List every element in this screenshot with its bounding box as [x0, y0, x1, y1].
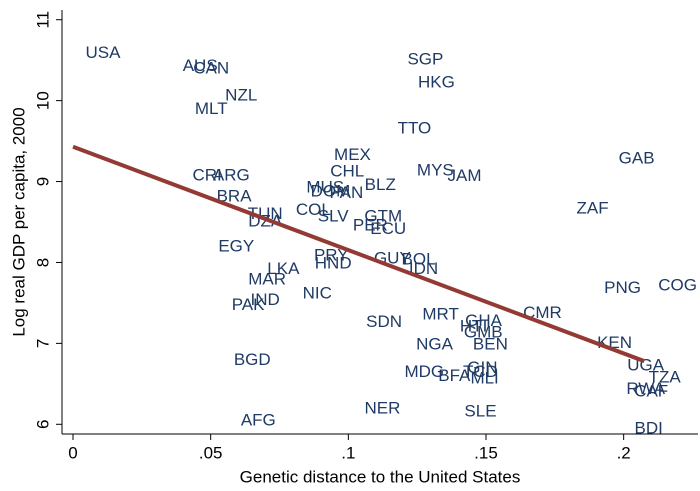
country-label: CAF [634, 381, 668, 400]
country-label: HKG [418, 72, 455, 91]
country-label: GMB [464, 322, 503, 341]
country-label: GHA [465, 311, 503, 330]
country-label: AFG [241, 411, 276, 430]
country-label: AUS [183, 56, 218, 75]
country-label: MAR [248, 270, 286, 289]
country-label: TTO [398, 118, 432, 137]
country-label: ZAF [576, 199, 608, 218]
country-label: GAB [619, 148, 655, 167]
country-label: NIC [303, 283, 332, 302]
country-label: BDI [635, 419, 663, 438]
country-label: NZL [225, 85, 257, 104]
country-label: BOL [402, 250, 436, 269]
country-label: PNG [604, 278, 641, 297]
country-label: MRT [422, 305, 459, 324]
y-tick-label: 10 [33, 91, 52, 110]
x-tick-label: .1 [341, 443, 355, 462]
country-label: PAK [232, 295, 265, 314]
country-label: CRI [192, 165, 221, 184]
country-label: BFA [438, 366, 471, 385]
country-label: SGP [407, 50, 443, 69]
country-label: TZA [649, 368, 682, 387]
country-label: BGD [234, 350, 271, 369]
country-label: LKA [267, 259, 300, 278]
country-label: MDG [404, 362, 444, 381]
country-label: PRY [314, 245, 349, 264]
country-label: PAN [330, 183, 364, 202]
y-tick-label: 11 [33, 11, 52, 29]
country-label: MYS [417, 161, 454, 180]
country-label: USA [86, 43, 122, 62]
y-tick-label: 7 [33, 339, 52, 348]
x-tick-label: .15 [474, 443, 498, 462]
country-label: COL [296, 200, 331, 219]
fit-line [72, 144, 646, 364]
country-label: GIN [467, 358, 497, 377]
country-label: CMR [523, 303, 562, 322]
country-label: DOM [311, 182, 351, 201]
country-label: CAN [193, 59, 229, 78]
country-label: ECU [370, 219, 406, 238]
x-tick-label: .05 [199, 443, 223, 462]
y-tick-label: 8 [33, 258, 52, 267]
country-label: BEN [473, 334, 508, 353]
x-tick-label: .2 [617, 443, 631, 462]
country-label: NER [365, 398, 401, 417]
country-label: ARG [213, 165, 250, 184]
country-label: HND [315, 254, 352, 273]
country-label: SLV [318, 207, 350, 226]
country-label: SLE [464, 402, 496, 421]
country-label: CHL [330, 161, 364, 180]
country-label: RWA [626, 379, 665, 398]
x-tick-label: 0 [68, 443, 77, 462]
country-label: PER [353, 216, 388, 235]
y-tick-label: 6 [33, 420, 52, 429]
country-label: MLI [470, 368, 498, 387]
x-axis-label: Genetic distance to the United States [240, 467, 521, 486]
country-label: JAM [448, 166, 482, 185]
country-label: BRA [217, 186, 253, 205]
country-label: COG [658, 275, 697, 294]
country-label: IND [251, 290, 280, 309]
y-axis-label: Log real GDP per capita, 2000 [9, 107, 28, 336]
country-label: MUS [306, 177, 344, 196]
country-label: TUN [248, 204, 283, 223]
country-label: MEX [334, 145, 371, 164]
country-label: SDN [366, 312, 402, 331]
country-label: BLZ [365, 175, 396, 194]
country-label: MLT [195, 99, 228, 118]
country-label: EGY [218, 237, 254, 256]
country-label: GTM [364, 207, 402, 226]
country-label: HTI [460, 317, 487, 336]
country-label: TCD [463, 362, 498, 381]
y-tick-label: 9 [33, 177, 52, 186]
country-label: NGA [416, 334, 454, 353]
